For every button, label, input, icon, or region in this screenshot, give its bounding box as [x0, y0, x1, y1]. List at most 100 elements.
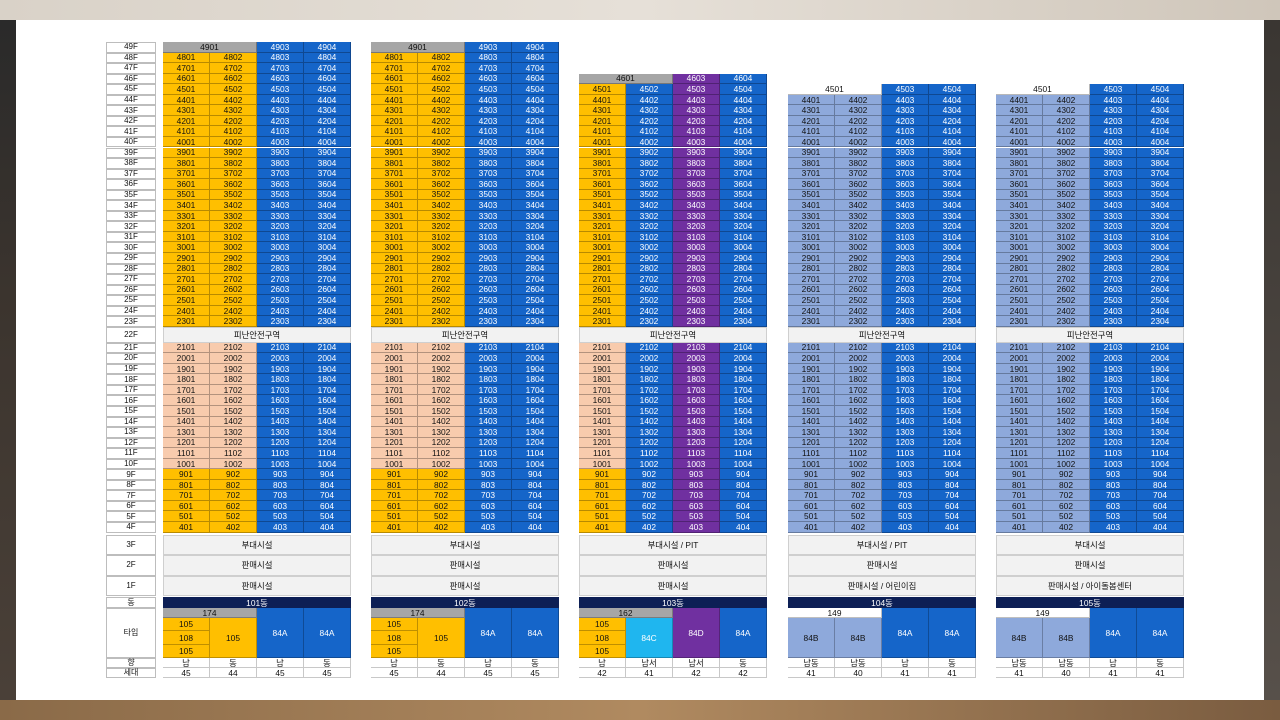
unit-cell: 703 [257, 490, 304, 501]
unit-cell: 804 [304, 480, 351, 491]
facility-1f: 판매시설 / 아이돌봄센터 [996, 575, 1184, 597]
type-cell: 84C [626, 618, 673, 659]
unit-cell: 3801 [163, 158, 210, 169]
unit-cell: 2003 [1090, 353, 1137, 364]
unit-cell: 3002 [210, 242, 257, 253]
unit-cell: 3304 [512, 211, 559, 222]
unit-cell: 3804 [1137, 158, 1184, 169]
unit-cell: 2604 [720, 284, 767, 296]
unit-cell: 903 [465, 469, 512, 480]
unit-cell: 3201 [996, 221, 1043, 232]
unit-cell: 3603 [257, 179, 304, 190]
unit-cell: 2404 [512, 306, 559, 317]
unit-cell: 3104 [512, 232, 559, 243]
unit-cell: 1802 [418, 374, 465, 385]
unit-cell: 4104 [304, 126, 351, 137]
unit-cell: 2001 [371, 353, 418, 364]
unit-cell: 2601 [788, 284, 835, 296]
right-background [1264, 20, 1280, 700]
unit-cell: 4703 [465, 63, 512, 74]
unit-cell: 2304 [1137, 316, 1184, 327]
unit-cell: 1901 [579, 364, 626, 375]
unit-cell: 1302 [626, 427, 673, 438]
unit-cell: 4303 [1090, 105, 1137, 116]
unit-cell: 4601 [371, 73, 418, 85]
unit-cell: 1004 [929, 459, 976, 470]
unit-cell: 4001 [163, 137, 210, 148]
unit-cell: 1303 [465, 427, 512, 438]
unit-cell: 4503 [882, 84, 929, 95]
unit-cell: 1504 [512, 406, 559, 417]
unit-cell: 3802 [626, 158, 673, 169]
direction-cell: 동 [512, 658, 559, 669]
unit-cell: 404 [304, 522, 351, 533]
unit-cell: 1801 [163, 374, 210, 385]
unit-cell: 1604 [1137, 395, 1184, 406]
unit-cell: 2901 [371, 253, 418, 264]
type-cell: 84A [1137, 608, 1184, 659]
unit-cell: 3401 [996, 200, 1043, 211]
unit-cell: 3001 [996, 242, 1043, 253]
unit-cell: 2103 [465, 342, 512, 354]
unit-cell: 401 [371, 522, 418, 533]
unit-cell: 1502 [418, 406, 465, 417]
unit-cell: 3803 [1090, 158, 1137, 169]
unit-cell: 1703 [465, 385, 512, 396]
unit-cell: 3701 [579, 168, 626, 180]
unit-cell: 602 [418, 501, 465, 512]
building-name-bar: 105동 [996, 597, 1184, 609]
unit-cell: 1904 [929, 364, 976, 375]
unit-cell: 2801 [788, 263, 835, 275]
unit-cell: 3501 [579, 189, 626, 201]
unit-cell: 1302 [835, 427, 882, 438]
unit-cell: 2302 [210, 316, 257, 327]
unit-cell: 402 [835, 522, 882, 533]
refuge-zone-band: 피난안전구역 [163, 326, 351, 343]
unit-count-cell: 41 [788, 668, 835, 679]
unit-cell: 2003 [257, 353, 304, 364]
unit-cell: 4102 [210, 126, 257, 137]
unit-cell: 603 [1090, 501, 1137, 512]
unit-cell: 4703 [257, 63, 304, 74]
unit-cell: 803 [257, 480, 304, 491]
unit-cell: 2604 [512, 284, 559, 296]
unit-cell: 1104 [1137, 448, 1184, 459]
unit-cell: 3401 [163, 200, 210, 211]
unit-cell: 1002 [835, 459, 882, 470]
unit-cell: 4501 [579, 84, 626, 95]
unit-cell: 4102 [835, 126, 882, 137]
unit-cell: 4103 [465, 126, 512, 137]
unit-cell: 2803 [257, 263, 304, 275]
unit-cell: 3404 [929, 200, 976, 211]
unit-cell: 1002 [418, 459, 465, 470]
unit-cell: 3404 [304, 200, 351, 211]
unit-cell: 2001 [788, 353, 835, 364]
unit-cell: 501 [371, 511, 418, 523]
unit-cell: 904 [512, 469, 559, 480]
floor-label-16: 33F [106, 210, 156, 222]
unit-cell: 3904 [1137, 147, 1184, 159]
facility-1f: 판매시설 [579, 575, 767, 597]
unit-cell: 1502 [626, 406, 673, 417]
unit-cell: 802 [626, 480, 673, 491]
unit-cell: 1801 [996, 374, 1043, 385]
unit-cell: 3401 [371, 200, 418, 211]
unit-cell: 3102 [835, 232, 882, 243]
unit-cell: 604 [1137, 501, 1184, 512]
unit-cell: 501 [788, 511, 835, 523]
unit-cell: 403 [1090, 522, 1137, 533]
unit-cell: 1001 [371, 459, 418, 470]
unit-cell: 3201 [371, 221, 418, 232]
unit-cell: 2802 [1043, 263, 1090, 275]
unit-cell: 901 [579, 469, 626, 480]
unit-cell: 2504 [929, 295, 976, 306]
unit-cell: 3203 [882, 221, 929, 232]
building-name-bar: 101동 [163, 597, 351, 609]
unit-cell: 2404 [304, 306, 351, 317]
unit-cell: 3201 [163, 221, 210, 232]
facility-3f: 부대시설 / PIT [788, 534, 976, 556]
unit-cell: 1101 [371, 448, 418, 459]
unit-cell: 504 [1137, 511, 1184, 523]
unit-cell: 3001 [163, 242, 210, 253]
unit-cell: 4303 [882, 105, 929, 116]
